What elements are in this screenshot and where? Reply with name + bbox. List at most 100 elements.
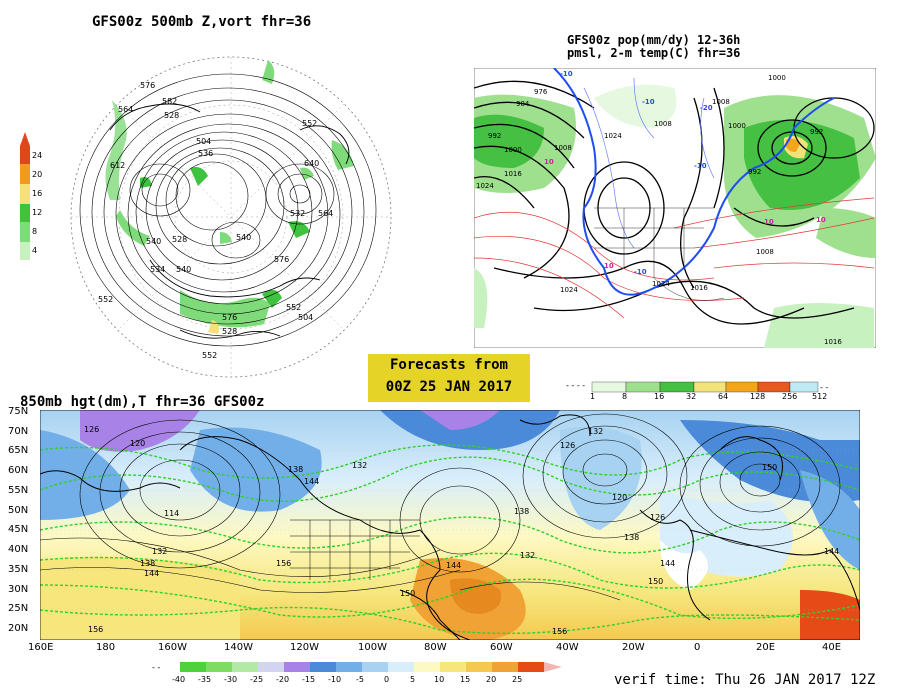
temp-labels: -10 -10 -20 -10 10 10 10 10 -10 [544,70,826,276]
svg-text:132: 132 [352,461,367,470]
pop-legend: - - - - - - [566,381,828,393]
svg-text:156: 156 [276,559,291,568]
height-contours-850 [40,413,841,601]
polar-outer-ring [70,56,392,378]
svg-text:120: 120 [130,439,145,448]
contour-labels: 576 564 582 528 536 504 612 640 552 532 … [98,81,333,360]
svg-text:1016: 1016 [824,338,842,346]
svg-text:144: 144 [144,569,159,578]
svg-text:132: 132 [152,547,167,556]
svg-text:552: 552 [286,303,301,312]
svg-text:576: 576 [274,255,289,264]
svg-text:150: 150 [648,577,663,586]
svg-text:1016: 1016 [690,284,708,292]
svg-text:150: 150 [400,589,415,598]
svg-text:582: 582 [162,97,177,106]
svg-text:540: 540 [176,265,191,274]
precip-shading [474,84,876,348]
svg-text:992: 992 [488,132,501,140]
svg-text:1024: 1024 [604,132,622,140]
height-contours [79,73,377,347]
svg-text:536: 536 [198,149,213,158]
svg-text:552: 552 [98,295,113,304]
svg-text:132: 132 [588,427,603,436]
state-boundaries [290,519,420,580]
forecast-info-box: Forecasts from 00Z 25 JAN 2017 [368,354,530,402]
svg-text:1024: 1024 [652,280,670,288]
panel-850mb-title: 850mb hgt(dm),T fhr=36 GFS00z [20,394,265,410]
svg-text:534: 534 [150,265,165,274]
svg-text:992: 992 [810,128,823,136]
svg-text:132: 132 [520,551,535,560]
svg-text:540: 540 [146,237,161,246]
svg-text:150: 150 [762,463,777,472]
svg-text:576: 576 [140,81,155,90]
grid-850 [40,449,860,611]
svg-text:156: 156 [552,627,567,636]
svg-text:-10: -10 [634,268,647,276]
svg-text:120: 120 [612,493,627,502]
svg-text:-10: -10 [560,70,573,78]
verif-time: verif time: Thu 26 JAN 2017 12Z [614,672,876,688]
svg-text:144: 144 [446,561,461,570]
svg-text:144: 144 [824,547,839,556]
svg-text:1024: 1024 [560,286,578,294]
panel-pop-map: 976 984 992 1000 1008 1016 1024 1008 102… [474,68,876,348]
svg-text:10: 10 [764,218,774,226]
forecast-line-1: Forecasts from [389,357,508,373]
svg-text:504: 504 [196,137,211,146]
svg-text:10: 10 [604,262,614,270]
svg-text:612: 612 [110,161,125,170]
temp-legend-labels: -40 -35 -30 -25 -20 -15 -10 -5 0 5 10 15… [172,675,523,684]
vorticity-shading [105,60,354,334]
svg-text:126: 126 [84,425,99,434]
svg-text:540: 540 [236,233,251,242]
svg-text:528: 528 [172,235,187,244]
vort-legend-labels: 24 20 16 12 8 4 [32,151,43,255]
panel-500mb-title: GFS00z 500mb Z,vort fhr=36 [92,14,312,30]
svg-text:1024: 1024 [476,182,494,190]
svg-text:- -: - - [820,383,828,392]
svg-text:10: 10 [816,216,826,224]
svg-text:1008: 1008 [756,248,774,256]
svg-text:- -: - - [152,663,160,672]
longitude-labels: 160E 180 160W 140W 120W 100W 80W 60W 40W… [28,642,842,653]
svg-text:640: 640 [304,159,319,168]
vort-legend [20,132,30,260]
boundaries [594,207,725,301]
svg-text:126: 126 [560,441,575,450]
freezing-line [553,68,835,296]
svg-text:114: 114 [164,509,179,518]
temp-legend: - - [152,662,562,672]
svg-text:552: 552 [302,119,317,128]
svg-text:138: 138 [514,507,529,516]
svg-text:1008: 1008 [554,144,572,152]
svg-text:138: 138 [288,465,303,474]
svg-text:576: 576 [222,313,237,322]
svg-text:504: 504 [298,313,313,322]
svg-text:- - - -: - - - - [566,381,585,390]
svg-text:1016: 1016 [504,170,522,178]
svg-text:-10: -10 [694,162,707,170]
svg-text:1008: 1008 [712,98,730,106]
panel-850mb-map: 126 120 114 132 144 138 150 156 132 138 … [40,410,860,640]
svg-text:528: 528 [222,327,237,336]
svg-text:156: 156 [88,625,103,634]
svg-text:976: 976 [534,88,548,96]
coastlines [109,103,350,339]
temp-lines [474,197,875,319]
svg-text:10: 10 [544,158,554,166]
pop-legend-labels: 1 8 16 32 64 128 256 512 [590,392,828,401]
svg-text:-20: -20 [700,104,713,112]
svg-text:144: 144 [660,559,675,568]
svg-text:528: 528 [164,111,179,120]
svg-text:984: 984 [516,100,530,108]
svg-text:532: 532 [290,209,305,218]
svg-text:552: 552 [202,351,217,360]
svg-text:1008: 1008 [654,120,672,128]
svg-text:138: 138 [140,559,155,568]
svg-text:-10: -10 [642,98,655,106]
svg-text:126: 126 [650,513,665,522]
svg-text:564: 564 [118,105,133,114]
svg-text:564: 564 [318,209,333,218]
